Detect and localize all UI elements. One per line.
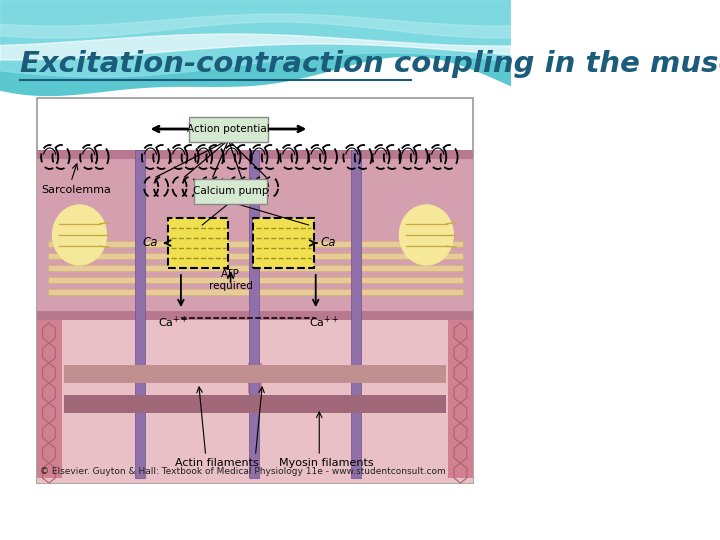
Polygon shape — [0, 14, 510, 38]
Bar — [37, 150, 473, 320]
Bar — [37, 311, 473, 320]
Polygon shape — [0, 0, 510, 77]
Bar — [48, 265, 462, 271]
Bar — [64, 395, 446, 413]
Text: Calcium pump: Calcium pump — [193, 186, 269, 196]
Bar — [64, 365, 446, 383]
Text: Ca: Ca — [143, 237, 158, 249]
Text: Action potential: Action potential — [187, 124, 270, 134]
Text: Ca$^{++}$: Ca$^{++}$ — [158, 315, 188, 330]
Bar — [48, 289, 462, 295]
FancyBboxPatch shape — [194, 179, 267, 204]
Polygon shape — [0, 34, 510, 60]
FancyBboxPatch shape — [253, 218, 314, 268]
Text: Sarcolemma: Sarcolemma — [41, 185, 111, 195]
Text: Actin filaments: Actin filaments — [174, 458, 258, 468]
Text: © Elsevier. Guyton & Hall: Textbook of Medical Physiology 11e - www.studentconsu: © Elsevier. Guyton & Hall: Textbook of M… — [40, 467, 446, 476]
Bar — [449, 320, 473, 478]
Text: Excitation-contraction coupling in the muscle: Excitation-contraction coupling in the m… — [20, 50, 720, 78]
Bar — [351, 150, 361, 478]
Bar — [48, 241, 462, 247]
Ellipse shape — [400, 205, 454, 265]
FancyBboxPatch shape — [168, 218, 228, 268]
Bar — [37, 320, 62, 478]
Bar — [135, 150, 145, 478]
Ellipse shape — [53, 205, 107, 265]
Bar — [248, 363, 262, 393]
Bar — [48, 277, 462, 283]
Text: Ca: Ca — [320, 237, 336, 249]
Bar — [249, 150, 259, 478]
Text: Ca$^{++}$: Ca$^{++}$ — [309, 315, 339, 330]
Bar — [37, 98, 473, 483]
Text: ATP
required: ATP required — [209, 269, 253, 291]
Bar — [48, 253, 462, 259]
Text: Myosin filaments: Myosin filaments — [279, 458, 374, 468]
Bar — [37, 320, 473, 483]
Polygon shape — [0, 0, 510, 96]
Bar — [37, 150, 473, 159]
FancyBboxPatch shape — [189, 117, 268, 141]
